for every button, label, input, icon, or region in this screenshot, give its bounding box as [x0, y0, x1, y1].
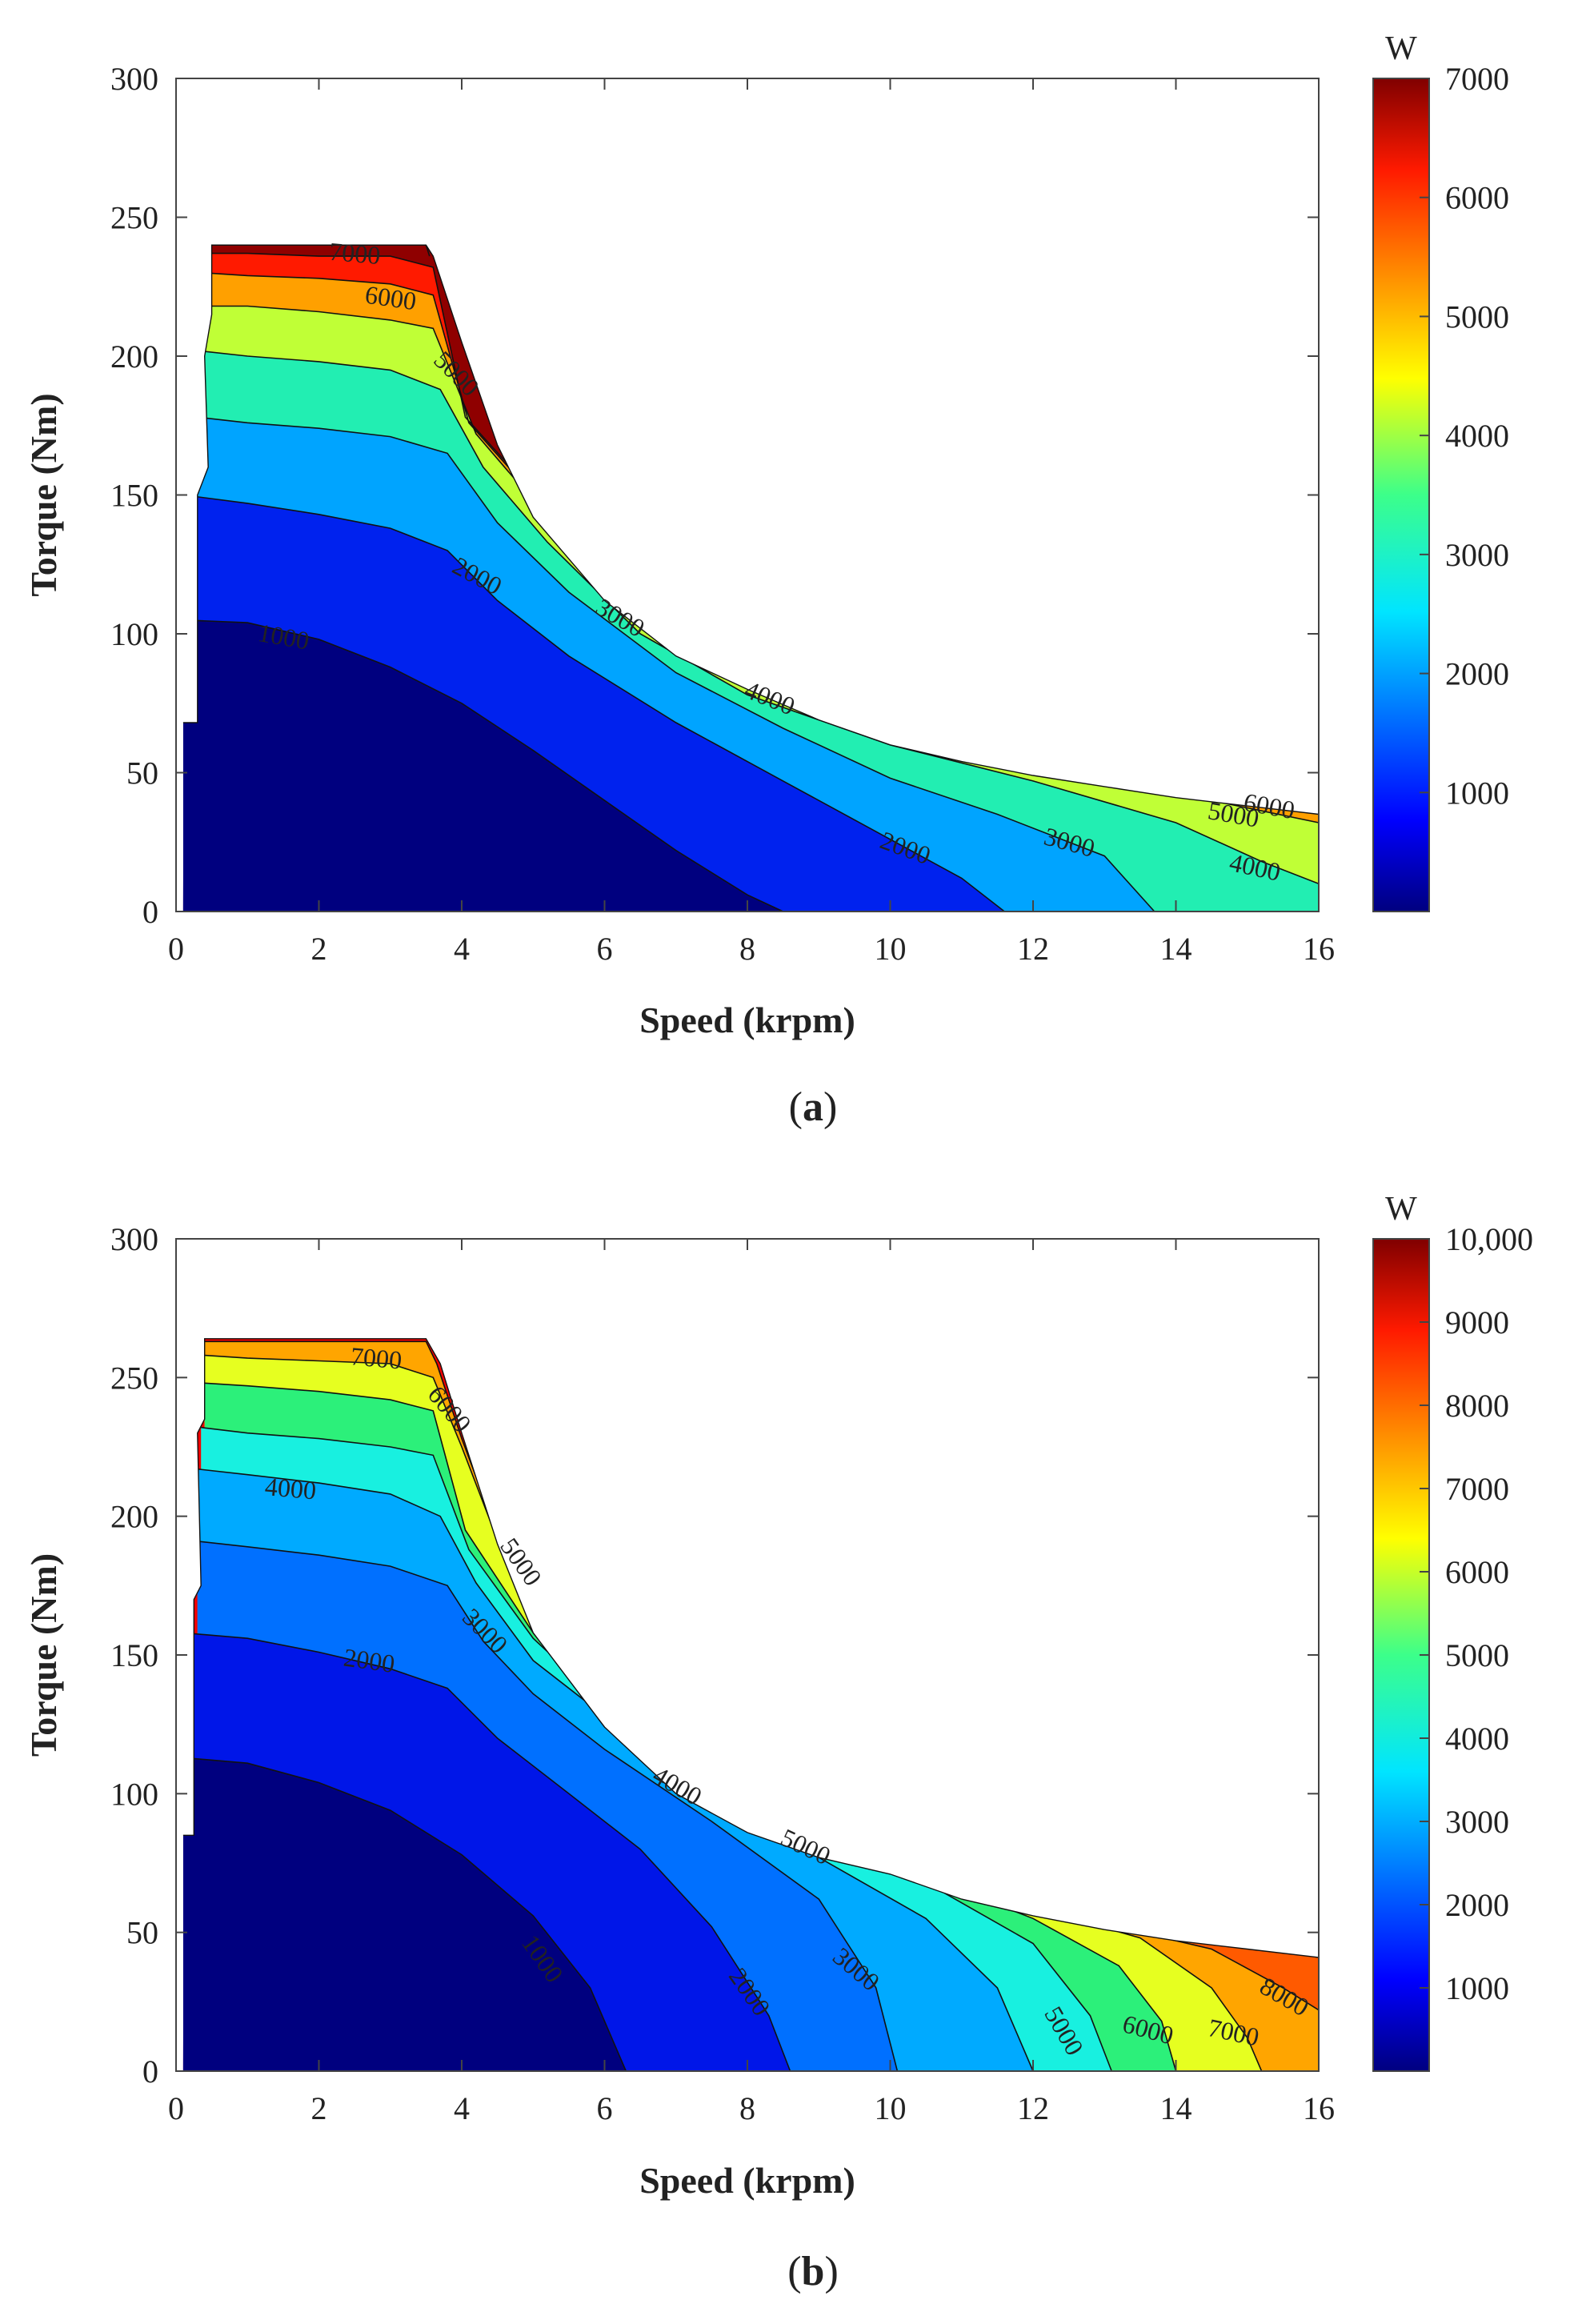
y-axis-label: Torque (Nm): [23, 1553, 64, 1757]
panel-label: (a): [789, 1084, 838, 1130]
colorbar: 1000 2000 3000 4000 5000 6000 7000 8000 9000 10,0…: [1372, 1191, 1533, 2072]
colorbar-ticks: 1000 2000 3000 4000 5000 6000 7000: [1420, 61, 1509, 811]
contour-plot-area: [176, 1239, 1320, 2072]
contour-line-2000: [182, 494, 1005, 912]
outside-envelope: [176, 78, 1319, 912]
colorbar-ticks: 1000 2000 3000 4000 5000 6000 7000 8000 9000 10,0…: [1420, 1221, 1533, 2006]
x-tick-label: 8: [739, 931, 755, 967]
contour-line-1000: [182, 619, 783, 912]
contour-label: 4000: [264, 1472, 318, 1505]
y-tick-label: 100: [110, 1776, 158, 1812]
y-tick-label: 150: [110, 1637, 158, 1673]
x-tick-label: 6: [597, 931, 613, 967]
colorbar-tick-label: 8000: [1445, 1388, 1509, 1424]
colorbar-tick-label: 4000: [1445, 1721, 1509, 1757]
y-tick-label: 50: [126, 755, 158, 791]
colorbar-tick-label: 3000: [1445, 537, 1509, 573]
x-tick-label: 12: [1017, 931, 1049, 967]
colorbar-tick-label: 3000: [1445, 1804, 1509, 1840]
colorbar: 1000 2000 3000 4000 5000 6000 7000 W: [1372, 30, 1509, 912]
x-tick-label: 14: [1160, 2090, 1192, 2126]
colorbar-tick-label: 6000: [1445, 180, 1509, 216]
x-tick-label: 4: [454, 931, 470, 967]
contour-plot-area: [176, 78, 1320, 912]
outside-envelope: [176, 1239, 1319, 2071]
contour-band-1000: [182, 619, 783, 912]
colorbar-tick-label: 5000: [1445, 1637, 1509, 1673]
colorbar-tick-label: 7000: [1445, 1471, 1509, 1507]
colorbar-tick-label: 6000: [1445, 1554, 1509, 1590]
colorbar-unit: W: [1385, 30, 1417, 67]
max-torque-curve: [182, 244, 1320, 815]
x-tick-label: 16: [1303, 2090, 1335, 2126]
x-axis-ticks: 0 2 4 6 8 10 12 14 16: [168, 78, 1335, 967]
colorbar-tick-label: 10,000: [1445, 1221, 1533, 1257]
y-tick-label: 0: [142, 2054, 158, 2090]
y-tick-label: 250: [110, 200, 158, 236]
y-tick-label: 250: [110, 1360, 158, 1396]
colorbar-tick-label: 2000: [1445, 656, 1509, 692]
x-axis-ticks: 0 2 4 6 8 10 12 14 16: [168, 1239, 1335, 2126]
y-axis-label: Torque (Nm): [23, 393, 64, 596]
contour-label: 7000: [350, 1341, 403, 1374]
contour-band-1000: [182, 1757, 627, 2071]
colorbar-tick-label: 7000: [1445, 61, 1509, 97]
colorbar-gradient: [1372, 78, 1430, 912]
x-tick-label: 16: [1303, 931, 1335, 967]
y-tick-label: 100: [110, 616, 158, 652]
y-axis-ticks: 0 50 100 150 200 250 300: [110, 61, 1319, 930]
x-tick-label: 4: [454, 2090, 470, 2126]
colorbar-tick-label: 1000: [1445, 1970, 1509, 2006]
x-tick-label: 10: [875, 931, 907, 967]
panel-b: 1000200020003000300040004000500050005000…: [23, 1191, 1533, 2294]
y-axis-ticks: 0 50 100 150 200 250 300: [110, 1221, 1319, 2090]
max-torque-curve: [182, 1338, 1320, 1958]
x-tick-label: 0: [168, 931, 184, 967]
x-axis-label: Speed (krpm): [639, 2160, 855, 2201]
contour-label: 6000: [363, 280, 418, 316]
x-tick-label: 8: [739, 2090, 755, 2126]
y-tick-label: 50: [126, 1915, 158, 1951]
colorbar-tick-label: 5000: [1445, 299, 1509, 335]
contour-label: 2000: [342, 1643, 396, 1679]
contour-line-3000: [197, 416, 1155, 912]
contour-line-4000: [197, 350, 1320, 912]
y-tick-label: 150: [110, 478, 158, 514]
y-tick-label: 200: [110, 1499, 158, 1535]
contour-line-1000: [182, 1757, 627, 2072]
contour-label: 7000: [328, 237, 382, 270]
y-tick-label: 200: [110, 339, 158, 375]
y-tick-label: 300: [110, 1221, 158, 1257]
contour-line-2000: [182, 1632, 791, 2072]
colorbar-tick-label: 9000: [1445, 1304, 1509, 1340]
panel-label: (b): [787, 2249, 839, 2294]
x-tick-label: 2: [311, 2090, 327, 2126]
x-tick-label: 12: [1017, 2090, 1049, 2126]
colorbar-unit: W: [1385, 1191, 1417, 1228]
x-axis-label: Speed (krpm): [639, 1000, 855, 1040]
colorbar-tick-label: 1000: [1445, 775, 1509, 811]
x-tick-label: 14: [1160, 931, 1192, 967]
contour-line-3000: [197, 1541, 899, 2072]
x-tick-label: 2: [311, 931, 327, 967]
x-tick-label: 6: [597, 2090, 613, 2126]
colorbar-tick-label: 4000: [1445, 418, 1509, 454]
x-tick-label: 0: [168, 2090, 184, 2126]
y-tick-label: 0: [142, 894, 158, 930]
y-tick-label: 300: [110, 61, 158, 97]
contour-line-4000: [197, 1468, 1034, 2072]
colorbar-tick-label: 2000: [1445, 1887, 1509, 1923]
x-tick-label: 10: [875, 2090, 907, 2126]
